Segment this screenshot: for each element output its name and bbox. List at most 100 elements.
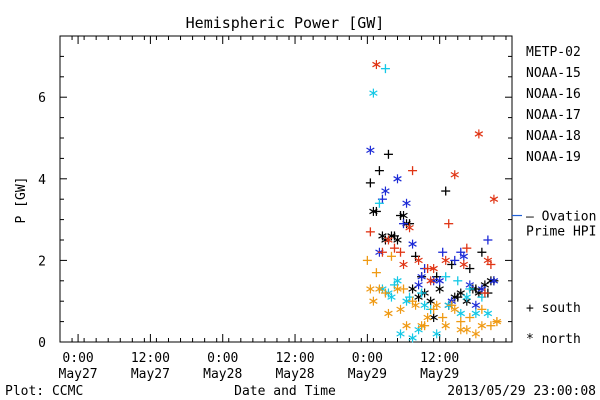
point-noaa-19-north [429, 264, 438, 274]
footer-timestamp: 2013/05/29 23:00:08 [447, 384, 596, 399]
point-noaa-18-north [441, 321, 450, 331]
point-metp-02-south [465, 264, 475, 274]
point-noaa-18-south [380, 288, 390, 298]
x-tick-date: May28 [275, 367, 314, 382]
point-noaa-15-north [417, 272, 426, 282]
point-noaa-19-south [444, 219, 454, 229]
point-noaa-18-north [402, 321, 411, 331]
point-noaa-16-north [402, 296, 411, 306]
point-noaa-18-north [456, 325, 465, 335]
point-metp-02-north [369, 206, 378, 216]
legend-metp-02: METP-02 [526, 45, 581, 60]
point-noaa-15-south [483, 235, 493, 245]
point-noaa-19-south [408, 166, 418, 176]
point-noaa-18-south [386, 251, 396, 261]
point-metp-02-south [365, 178, 375, 188]
point-metp-02-north [426, 296, 435, 306]
point-noaa-16-south [465, 284, 475, 294]
point-noaa-16-north [408, 333, 417, 343]
point-metp-02-north [429, 313, 438, 323]
point-noaa-15-south [399, 219, 409, 229]
legend-noaa-19: NOAA-19 [526, 150, 581, 165]
point-noaa-19-south [365, 227, 375, 237]
ovation-label-line2: Prime HPI [526, 225, 596, 240]
point-noaa-19-north [489, 194, 499, 204]
point-noaa-16-south [453, 276, 463, 286]
point-noaa-19-north [459, 259, 468, 269]
point-noaa-16-north [387, 292, 396, 302]
point-metp-02-north [435, 284, 444, 294]
point-noaa-19-north [372, 60, 381, 70]
point-noaa-18-north [471, 329, 481, 339]
legend: METP-02 NOAA-15 NOAA-16 NOAA-17 NOAA-18 NOAA-… [526, 45, 581, 165]
point-noaa-19-north [426, 276, 435, 286]
point-noaa-19-north [384, 235, 393, 245]
point-noaa-18-south [486, 321, 496, 331]
point-noaa-19-south [396, 247, 406, 257]
point-noaa-18-north [393, 284, 402, 294]
point-noaa-18-north [462, 325, 471, 335]
point-noaa-16-north [483, 308, 493, 318]
point-noaa-19-north [441, 255, 450, 265]
point-metp-02-south [374, 166, 384, 176]
point-noaa-16-north [369, 88, 378, 98]
point-noaa-18-north [366, 284, 375, 294]
point-noaa-19-south [423, 264, 433, 274]
legend-noaa-18: NOAA-18 [526, 129, 581, 144]
point-noaa-15-north [489, 276, 499, 286]
marker-legend: + south * north [526, 301, 581, 347]
y-tick-label: 0 [38, 336, 46, 351]
point-noaa-15-south [438, 247, 448, 257]
point-noaa-18-north [375, 284, 384, 294]
point-noaa-18-north [423, 313, 432, 323]
x-tick-time: 12:00 [420, 351, 459, 366]
chart-title: Hemispheric Power [GW] [186, 14, 385, 32]
plot-frame [59, 35, 513, 343]
x-axis-label: Date and Time [234, 384, 336, 399]
point-noaa-19-north [474, 129, 484, 139]
point-noaa-15-north [471, 300, 481, 310]
point-noaa-19-south [480, 288, 490, 298]
point-noaa-18-south [477, 304, 487, 314]
point-noaa-19-north [414, 255, 423, 265]
point-noaa-19-south [389, 243, 399, 253]
y-tick-label: 6 [38, 91, 46, 106]
marker-legend-north: * north [526, 332, 581, 347]
point-metp-02-south [383, 149, 393, 159]
point-noaa-19-north [399, 259, 408, 269]
point-metp-02-south [477, 247, 487, 257]
point-noaa-15-north [366, 145, 375, 155]
point-noaa-15-north [459, 251, 468, 261]
x-tick-time: 12:00 [275, 351, 314, 366]
point-noaa-18-south [465, 313, 475, 323]
point-noaa-15-north [381, 186, 390, 196]
legend-noaa-16: NOAA-16 [526, 87, 581, 102]
point-noaa-18-south [362, 255, 372, 265]
point-noaa-19-north [483, 255, 493, 265]
point-noaa-16-north [420, 300, 429, 310]
point-noaa-18-south [438, 313, 448, 323]
x-tick-date: May29 [420, 367, 459, 382]
point-noaa-15-north [435, 276, 444, 286]
point-noaa-18-north [477, 321, 487, 331]
point-noaa-19-north [450, 170, 459, 180]
x-axis: 0:00May2712:00May270:00May2812:00May280:… [59, 36, 507, 382]
x-tick-time: 0:00 [207, 351, 238, 366]
y-axis-label: P [GW] [14, 177, 29, 224]
x-tick-date: May28 [203, 367, 242, 382]
x-tick-time: 12:00 [131, 351, 170, 366]
ovation-label-line1: – Ovation [526, 210, 596, 225]
marker-legend-south: + south [526, 301, 581, 316]
point-noaa-15-north [414, 280, 423, 290]
point-noaa-18-north [417, 321, 426, 331]
x-tick-date: May27 [131, 367, 170, 382]
y-tick-label: 2 [38, 254, 46, 269]
point-noaa-15-south [450, 255, 460, 265]
point-noaa-16-north [456, 308, 465, 318]
point-metp-02-north [393, 235, 402, 245]
point-noaa-18-north [369, 296, 378, 306]
point-noaa-18-north [384, 308, 393, 318]
footer-source: Plot: CCMC [5, 384, 83, 399]
point-noaa-16-south [380, 64, 390, 74]
